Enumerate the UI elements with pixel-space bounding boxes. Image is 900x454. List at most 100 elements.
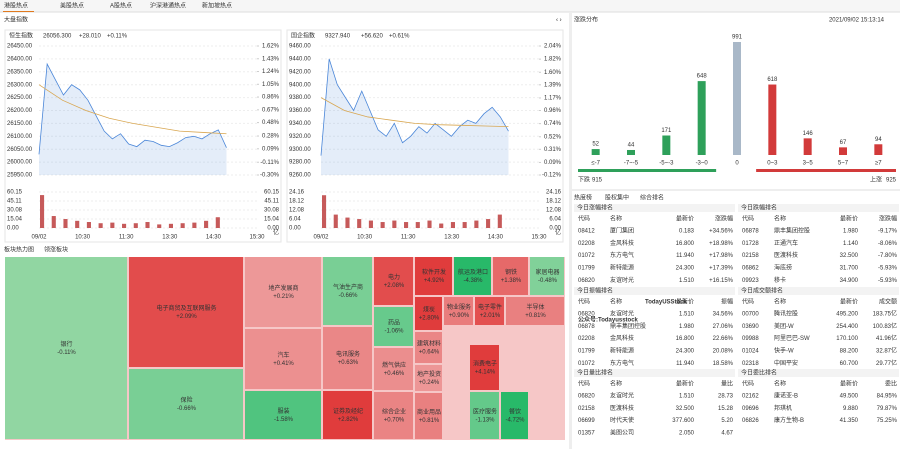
tab-bar: [0, 0, 900, 12]
column-header: 名称: [610, 380, 622, 388]
heatmap-tab[interactable]: 领涨板块: [44, 246, 68, 254]
table-title-bg: [574, 204, 735, 212]
tile-name: 药品: [388, 319, 400, 327]
column-header: 最新价: [676, 380, 694, 388]
y2-tick-label: 0.96%: [544, 108, 562, 114]
tile-name: 软件开发: [422, 268, 446, 276]
table-title: 今日委比排名: [741, 369, 777, 377]
heat-tile[interactable]: [245, 257, 321, 327]
cell: 06878: [578, 324, 595, 330]
heat-tile[interactable]: [501, 392, 528, 439]
up-bar: [756, 169, 896, 172]
price-line: [38, 62, 227, 155]
tab[interactable]: 沪深港通热点: [150, 2, 186, 10]
tile-name: 医疗服务: [473, 408, 497, 416]
heat-tile[interactable]: [245, 391, 321, 439]
avg-line: [38, 84, 227, 135]
heat-tile[interactable]: [415, 332, 442, 363]
heat-tile[interactable]: [415, 257, 452, 295]
heat-tile[interactable]: [415, 365, 442, 391]
heat-tile[interactable]: [323, 391, 372, 439]
heat-tile[interactable]: [470, 392, 499, 439]
tile-value: +0.90%: [449, 313, 470, 319]
volume-tick-label: 0.00: [267, 226, 279, 232]
timestamp: 2021/09/02 15:13:14: [829, 18, 885, 24]
y-tick-label: 26200.00: [7, 108, 33, 114]
volume-bar: [415, 222, 420, 228]
cell: 06820: [578, 312, 595, 318]
arrow[interactable]: ‹ ›: [556, 18, 562, 24]
heat-tile[interactable]: [323, 327, 372, 389]
heat-tile[interactable]: [129, 257, 243, 367]
heat-tile[interactable]: [506, 297, 564, 325]
y-tick-label: 26250.00: [7, 95, 33, 101]
heat-tile[interactable]: [530, 257, 564, 295]
hot-tab[interactable]: 股权集中: [605, 194, 629, 202]
cell: 医渡科技: [774, 251, 798, 259]
cell: 2.050: [679, 430, 695, 436]
volume-bar: [204, 220, 209, 228]
heat-tile[interactable]: [245, 329, 321, 389]
volume-bar: [157, 224, 162, 228]
tile-name: 证券及经纪: [333, 407, 363, 415]
bar: [874, 144, 883, 155]
heat-tile[interactable]: [374, 348, 413, 390]
cell: 06826: [742, 418, 759, 424]
chart-frame: [4, 29, 282, 243]
volume-bar: [133, 223, 138, 228]
volume-bar: [110, 222, 115, 228]
heat-tile[interactable]: [415, 393, 442, 439]
cell: 29.77亿: [876, 359, 897, 367]
heat-tile[interactable]: [374, 392, 413, 439]
heat-tile[interactable]: [470, 345, 499, 390]
heat-tile[interactable]: [444, 297, 473, 325]
x-tick-label: 15:30: [531, 235, 547, 241]
cell: 9.880: [843, 406, 859, 412]
tile-name: 汽车: [277, 351, 289, 359]
bar-label: 146: [803, 131, 814, 137]
heat-tile[interactable]: [493, 257, 528, 295]
tile-value: +4.92%: [424, 278, 445, 284]
tab[interactable]: 美股热点: [60, 2, 84, 10]
cell: 170.100: [836, 336, 858, 342]
cell: 183.75亿: [873, 310, 897, 318]
table-title: 今日量比排名: [577, 369, 613, 377]
cell: 阿里巴巴-SW: [774, 334, 810, 342]
heat-tile[interactable]: [454, 257, 491, 295]
volume-tick-label: 18.12: [546, 199, 562, 205]
volume-bar: [368, 220, 373, 228]
cell: 03690: [742, 324, 759, 330]
x-tick-label: 09/02: [313, 235, 329, 241]
hot-tab[interactable]: 热度榜: [574, 194, 592, 202]
volume-tick-label: 12.08: [289, 208, 305, 214]
volume-tick-label: 24.16: [289, 190, 305, 196]
heat-tile[interactable]: [129, 369, 243, 439]
heat-tile[interactable]: [5, 257, 127, 439]
cell: 友谊时光: [610, 276, 634, 284]
tab[interactable]: 港股热点: [4, 2, 28, 10]
cell: 1.980: [843, 229, 859, 235]
hot-tab[interactable]: 综合排名: [640, 194, 664, 202]
cell: +16.15%: [709, 278, 734, 284]
cell: 友谊时光: [610, 310, 634, 318]
y2-tick-label: 1.39%: [544, 82, 562, 88]
volume-bar: [497, 214, 502, 228]
cell: 01728: [742, 241, 759, 247]
cell: 海底捞: [774, 263, 792, 271]
cell: 377.600: [672, 418, 694, 424]
volume-bar: [439, 223, 444, 228]
heat-tile[interactable]: [374, 307, 413, 346]
volume-bar: [86, 222, 91, 228]
cell: 75.25%: [877, 418, 898, 424]
tab[interactable]: 新加坡热点: [202, 2, 232, 10]
tab[interactable]: A股热点: [110, 2, 132, 10]
heat-tile[interactable]: [323, 257, 372, 325]
heat-tile[interactable]: [475, 297, 504, 325]
tile-value: -0.66%: [338, 293, 358, 299]
y2-tick-label: 0.31%: [544, 147, 562, 153]
cell: 鼎丰集团控股: [774, 227, 810, 235]
tile-name: 燃气供应: [382, 361, 406, 369]
heat-tile[interactable]: [374, 257, 413, 305]
cell: 1.510: [679, 394, 695, 400]
heat-tile[interactable]: [415, 297, 442, 330]
